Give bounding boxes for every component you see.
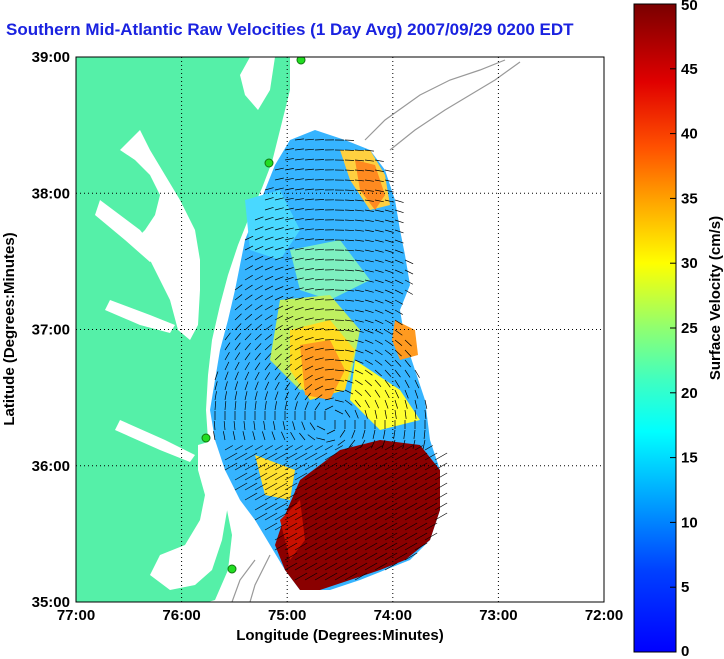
figure-title: Southern Mid-Atlantic Raw Velocities (1 … bbox=[6, 20, 574, 39]
longitude-tick-label: 76:00 bbox=[162, 607, 200, 624]
radar-station-marker bbox=[264, 158, 274, 168]
river-inlet bbox=[115, 420, 195, 462]
bathymetry-contour bbox=[231, 559, 256, 602]
colorbar-tick-label: 15 bbox=[681, 450, 698, 467]
colorbar-tick-label: 35 bbox=[681, 190, 698, 207]
velocity-magnitude-region bbox=[355, 160, 385, 210]
colorbar-tick-label: 5 bbox=[681, 579, 689, 596]
latitude-tick-label: 38:00 bbox=[32, 185, 70, 202]
longitude-tick-label: 77:00 bbox=[57, 607, 95, 624]
pamlico-sound bbox=[150, 440, 228, 590]
y-axis-label: Latitude (Degrees:Minutes) bbox=[1, 232, 18, 425]
colorbar-tick-label: 0 bbox=[681, 643, 689, 659]
radar-station-marker bbox=[201, 433, 211, 443]
velocity-magnitude-region bbox=[245, 190, 300, 260]
latitude-tick-labels: 35:00 36:00 37:00 38:00 39:00 bbox=[32, 49, 70, 611]
colorbar-tick-label: 10 bbox=[681, 514, 698, 531]
radar-station-marker bbox=[227, 564, 237, 574]
chesapeake-bay bbox=[120, 130, 200, 340]
colorbar-tick-label: 30 bbox=[681, 255, 698, 272]
colorbar-tick-label: 25 bbox=[681, 320, 698, 337]
velocity-magnitude-region bbox=[280, 500, 305, 560]
river-inlet bbox=[105, 300, 175, 333]
bathymetry-contour bbox=[249, 554, 271, 602]
colorbar-label: Surface Velocity (cm/s) bbox=[707, 216, 724, 380]
delaware-bay bbox=[240, 57, 275, 110]
longitude-tick-label: 75:00 bbox=[268, 607, 306, 624]
latitude-tick-label: 35:00 bbox=[32, 594, 70, 611]
grid-lines bbox=[76, 57, 604, 602]
longitude-tick-label: 73:00 bbox=[479, 607, 517, 624]
latitude-tick-label: 39:00 bbox=[32, 49, 70, 66]
longitude-tick-label: 74:00 bbox=[374, 607, 412, 624]
bathymetry-contour bbox=[364, 59, 506, 141]
x-axis-label: Longitude (Degrees:Minutes) bbox=[236, 627, 444, 644]
plot-frame bbox=[75, 56, 605, 603]
colorbar-tick-label: 20 bbox=[681, 385, 698, 402]
river-inlet bbox=[95, 200, 160, 262]
colorbar bbox=[633, 3, 677, 653]
latitude-tick-label: 36:00 bbox=[32, 458, 70, 475]
colorbar-tick-label: 40 bbox=[681, 126, 698, 143]
colorbar-tick-labels: 0 5 10 15 20 25 30 35 40 45 50 bbox=[670, 0, 698, 659]
longitude-tick-labels: 77:00 76:00 75:00 74:00 73:00 72:00 bbox=[57, 607, 623, 624]
colorbar-tick-label: 50 bbox=[681, 0, 698, 14]
velocity-magnitude-region bbox=[350, 360, 420, 430]
longitude-tick-label: 72:00 bbox=[585, 607, 623, 624]
velocity-vectors bbox=[213, 138, 448, 581]
bathymetry-contour bbox=[389, 61, 521, 151]
latitude-tick-label: 37:00 bbox=[32, 322, 70, 339]
radar-station-marker bbox=[296, 57, 306, 65]
colorbar-tick-label: 45 bbox=[681, 61, 698, 78]
